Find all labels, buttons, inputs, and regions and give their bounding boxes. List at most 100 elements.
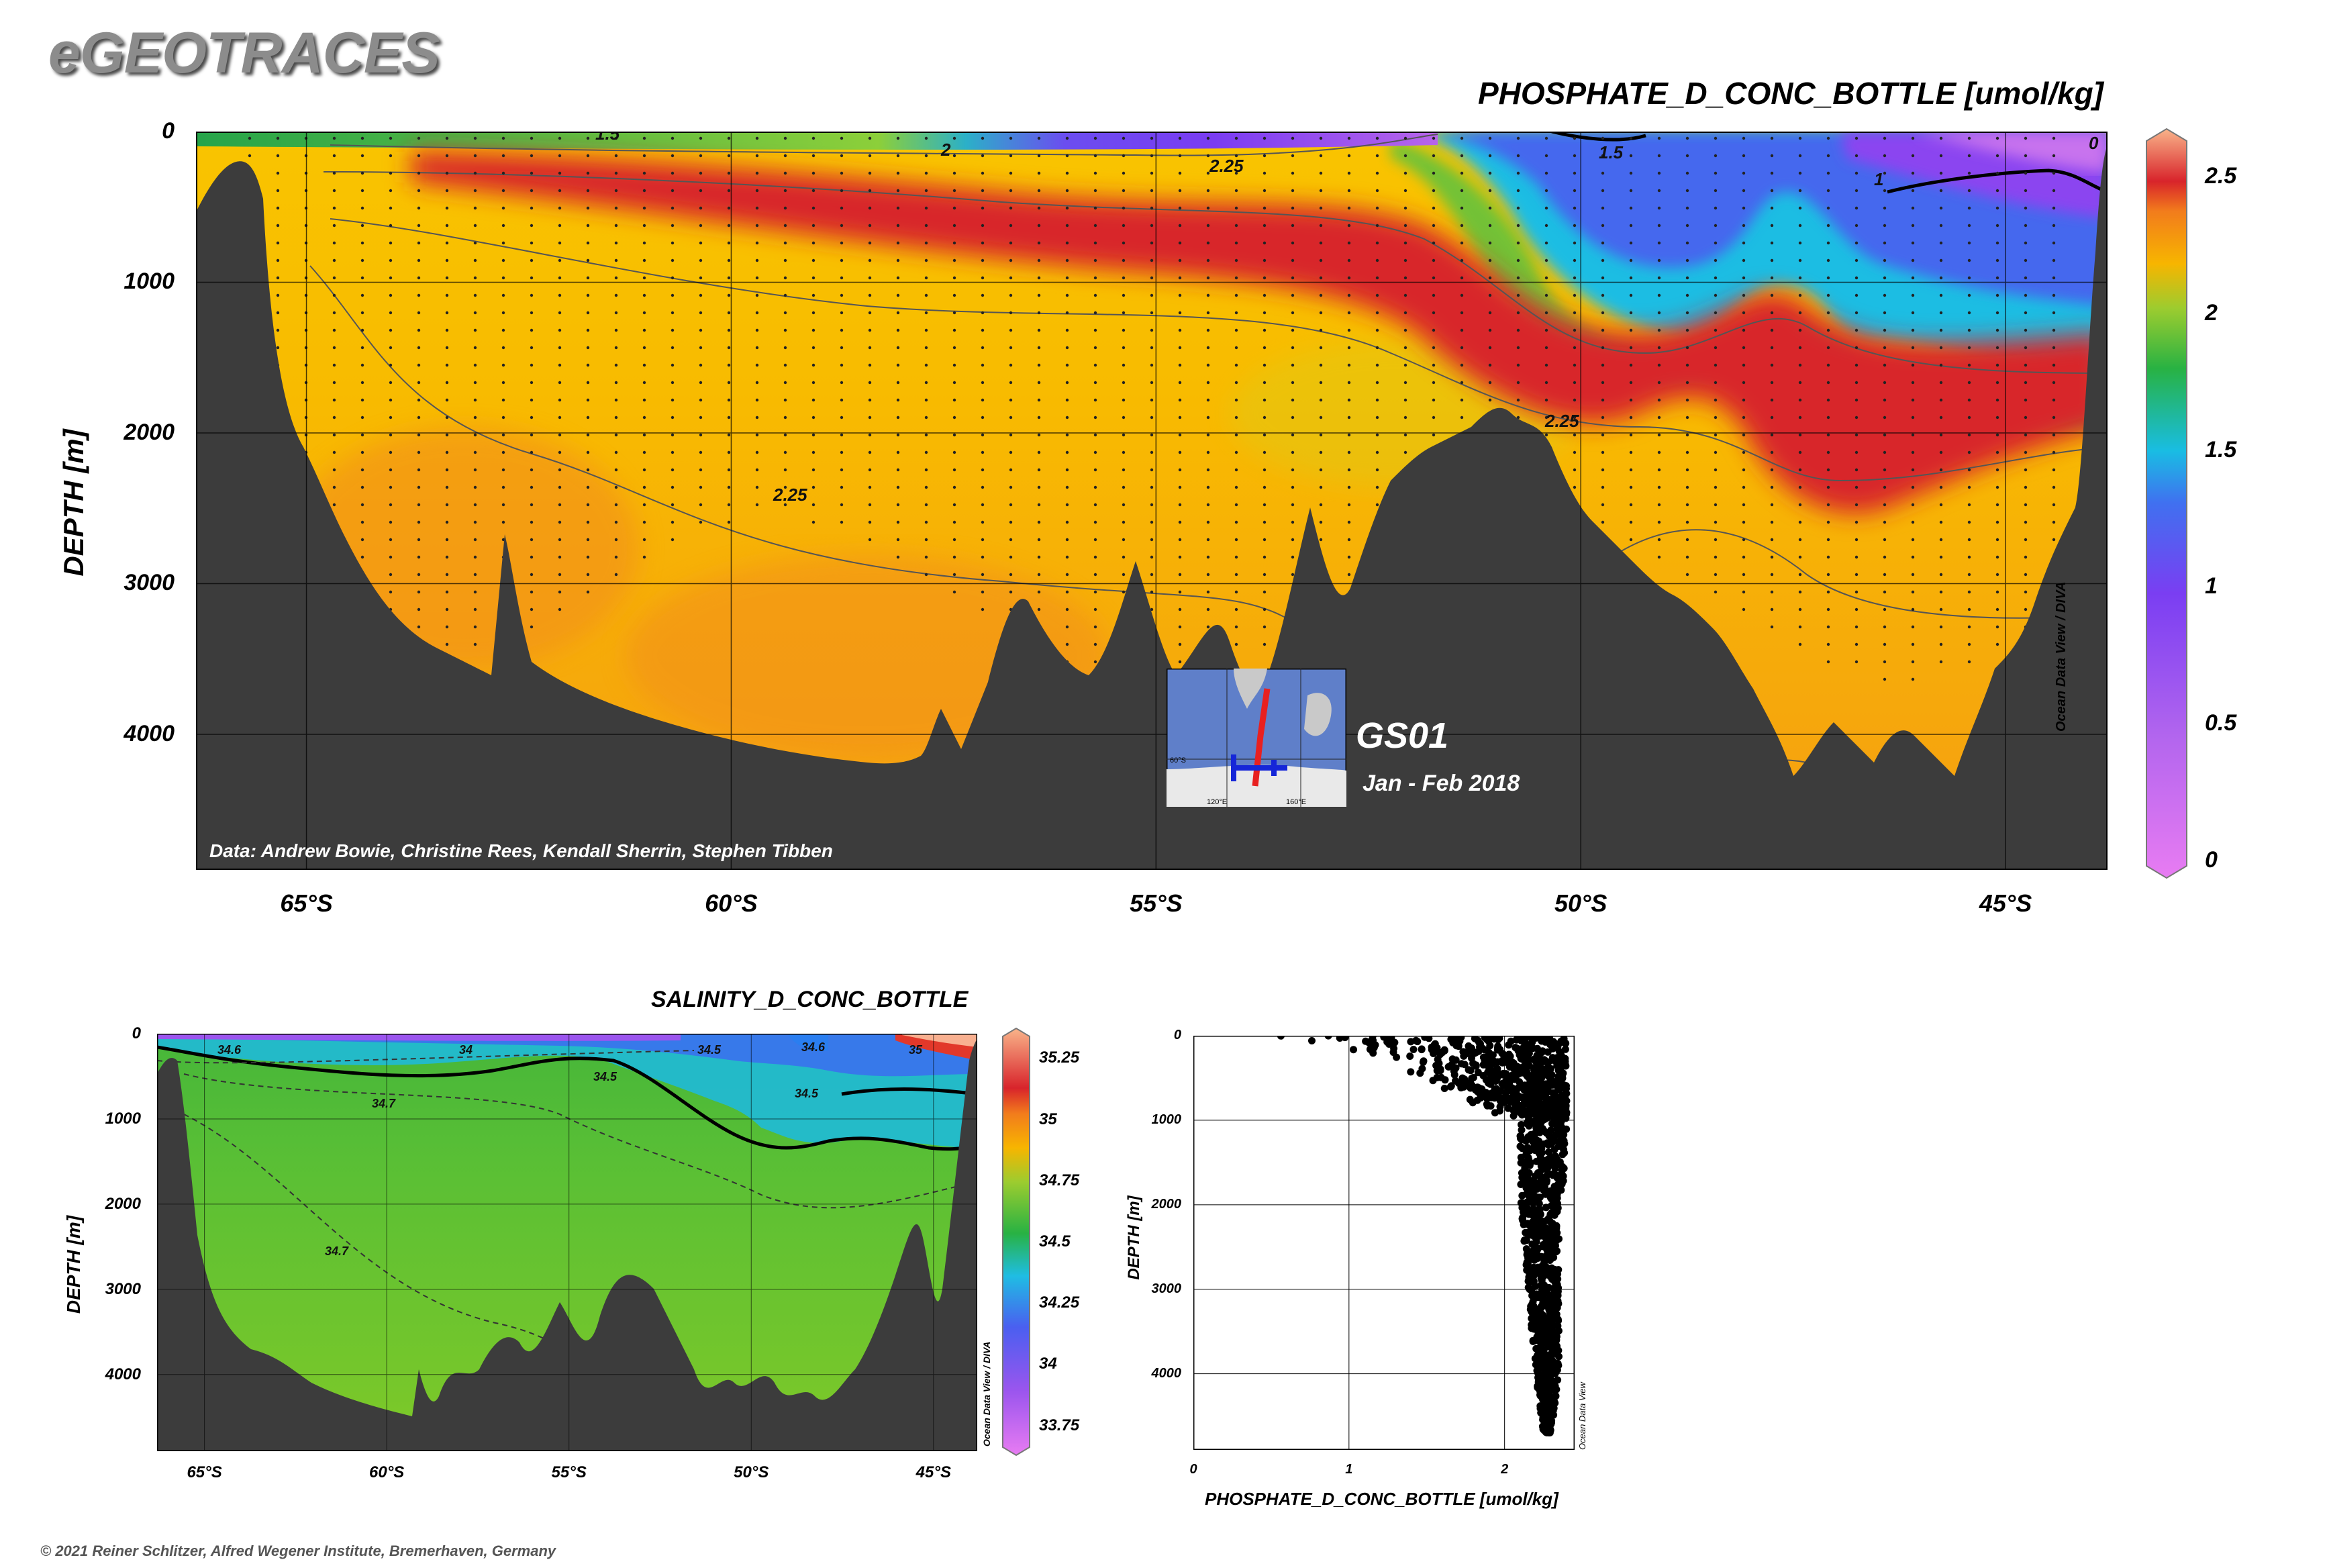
station-sample: [1178, 346, 1182, 350]
profile-point: [1550, 1308, 1558, 1316]
station-sample: [1939, 503, 1943, 507]
salinity-colorbar-tick: 34.5: [1039, 1232, 1071, 1251]
station-sample: [642, 363, 646, 367]
station-sample: [1347, 381, 1351, 385]
station-sample: [1742, 258, 1746, 262]
station-sample: [1206, 485, 1210, 489]
station-sample: [389, 485, 393, 489]
station-sample: [1178, 450, 1182, 454]
station-sample: [1178, 154, 1182, 158]
station-sample: [1629, 171, 1633, 175]
station-sample: [1037, 311, 1041, 315]
station-sample: [1009, 590, 1013, 594]
station-sample: [1798, 189, 1802, 193]
salinity-x-tick: 60°S: [369, 1463, 405, 1481]
station-sample: [1714, 485, 1718, 489]
station-sample: [1093, 258, 1097, 262]
station-sample: [783, 398, 787, 402]
profile-x-tick: 1: [1345, 1462, 1353, 1477]
station-sample: [783, 381, 787, 385]
station-sample: [1206, 590, 1210, 594]
station-sample: [1911, 415, 1915, 420]
station-sample: [614, 293, 618, 297]
station-sample: [671, 503, 675, 507]
station-sample: [1573, 433, 1577, 437]
station-sample: [558, 381, 562, 385]
station-sample: [1460, 381, 1464, 385]
station-sample: [1319, 415, 1323, 420]
station-sample: [896, 136, 900, 140]
station-sample: [1573, 398, 1577, 402]
profile-point: [1516, 1142, 1524, 1150]
station-sample: [1939, 468, 1943, 472]
station-sample: [1150, 154, 1154, 158]
station-sample: [614, 520, 618, 524]
station-sample: [1460, 311, 1464, 315]
station-sample: [1178, 136, 1182, 140]
station-sample: [1262, 468, 1267, 472]
station-sample: [1488, 136, 1492, 140]
station-sample: [924, 450, 928, 454]
station-sample: [1742, 503, 1746, 507]
station-sample: [1911, 346, 1915, 350]
station-sample: [1939, 258, 1943, 262]
station-sample: [981, 346, 985, 350]
profile-point: [1550, 1379, 1558, 1387]
station-sample: [1967, 468, 1971, 472]
station-sample: [473, 224, 477, 228]
station-sample: [783, 241, 787, 245]
profile-point: [1548, 1264, 1556, 1272]
station-sample: [671, 224, 675, 228]
station-sample: [389, 468, 393, 472]
station-sample: [868, 154, 872, 158]
station-sample: [1262, 311, 1267, 315]
station-sample: [445, 398, 449, 402]
station-sample: [1093, 381, 1097, 385]
station-sample: [1798, 328, 1802, 332]
profile-point: [1555, 1353, 1563, 1361]
station-sample: [1009, 573, 1013, 577]
station-sample: [868, 293, 872, 297]
station-sample: [1601, 398, 1605, 402]
station-sample: [1262, 206, 1267, 210]
station-sample: [1939, 189, 1943, 193]
station-sample: [1319, 433, 1323, 437]
station-sample: [1488, 258, 1492, 262]
profile-point: [1547, 1158, 1555, 1166]
station-sample: [1037, 538, 1041, 542]
station-sample: [1347, 224, 1351, 228]
station-sample: [699, 415, 703, 420]
station-sample: [642, 538, 646, 542]
station-sample: [1122, 189, 1126, 193]
station-sample: [389, 590, 393, 594]
station-sample: [1657, 555, 1661, 559]
station-sample: [1826, 398, 1830, 402]
station-sample: [1206, 450, 1210, 454]
station-sample: [1939, 642, 1943, 646]
station-sample: [1883, 555, 1887, 559]
station-sample: [896, 555, 900, 559]
station-sample: [1967, 276, 1971, 280]
station-sample: [1854, 328, 1859, 332]
station-sample: [389, 555, 393, 559]
station-sample: [1178, 468, 1182, 472]
station-sample: [1854, 607, 1859, 611]
station-sample: [1262, 485, 1267, 489]
inset-lon-label: 160°E: [1286, 798, 1306, 806]
station-sample: [1319, 311, 1323, 315]
station-sample: [1742, 171, 1746, 175]
station-sample: [530, 224, 534, 228]
profile-point: [1460, 1052, 1468, 1060]
section-dates: Jan - Feb 2018: [1363, 771, 1520, 796]
station-sample: [1488, 241, 1492, 245]
station-sample: [868, 276, 872, 280]
profile-point: [1519, 1214, 1526, 1222]
station-sample: [1065, 485, 1069, 489]
station-sample: [1883, 450, 1887, 454]
station-sample: [1601, 293, 1605, 297]
station-sample: [981, 363, 985, 367]
profile-point: [1539, 1240, 1547, 1248]
station-sample: [417, 573, 421, 577]
station-sample: [1883, 328, 1887, 332]
copyright-notice: © 2021 Reiner Schlitzer, Alfred Wegener …: [40, 1542, 556, 1559]
